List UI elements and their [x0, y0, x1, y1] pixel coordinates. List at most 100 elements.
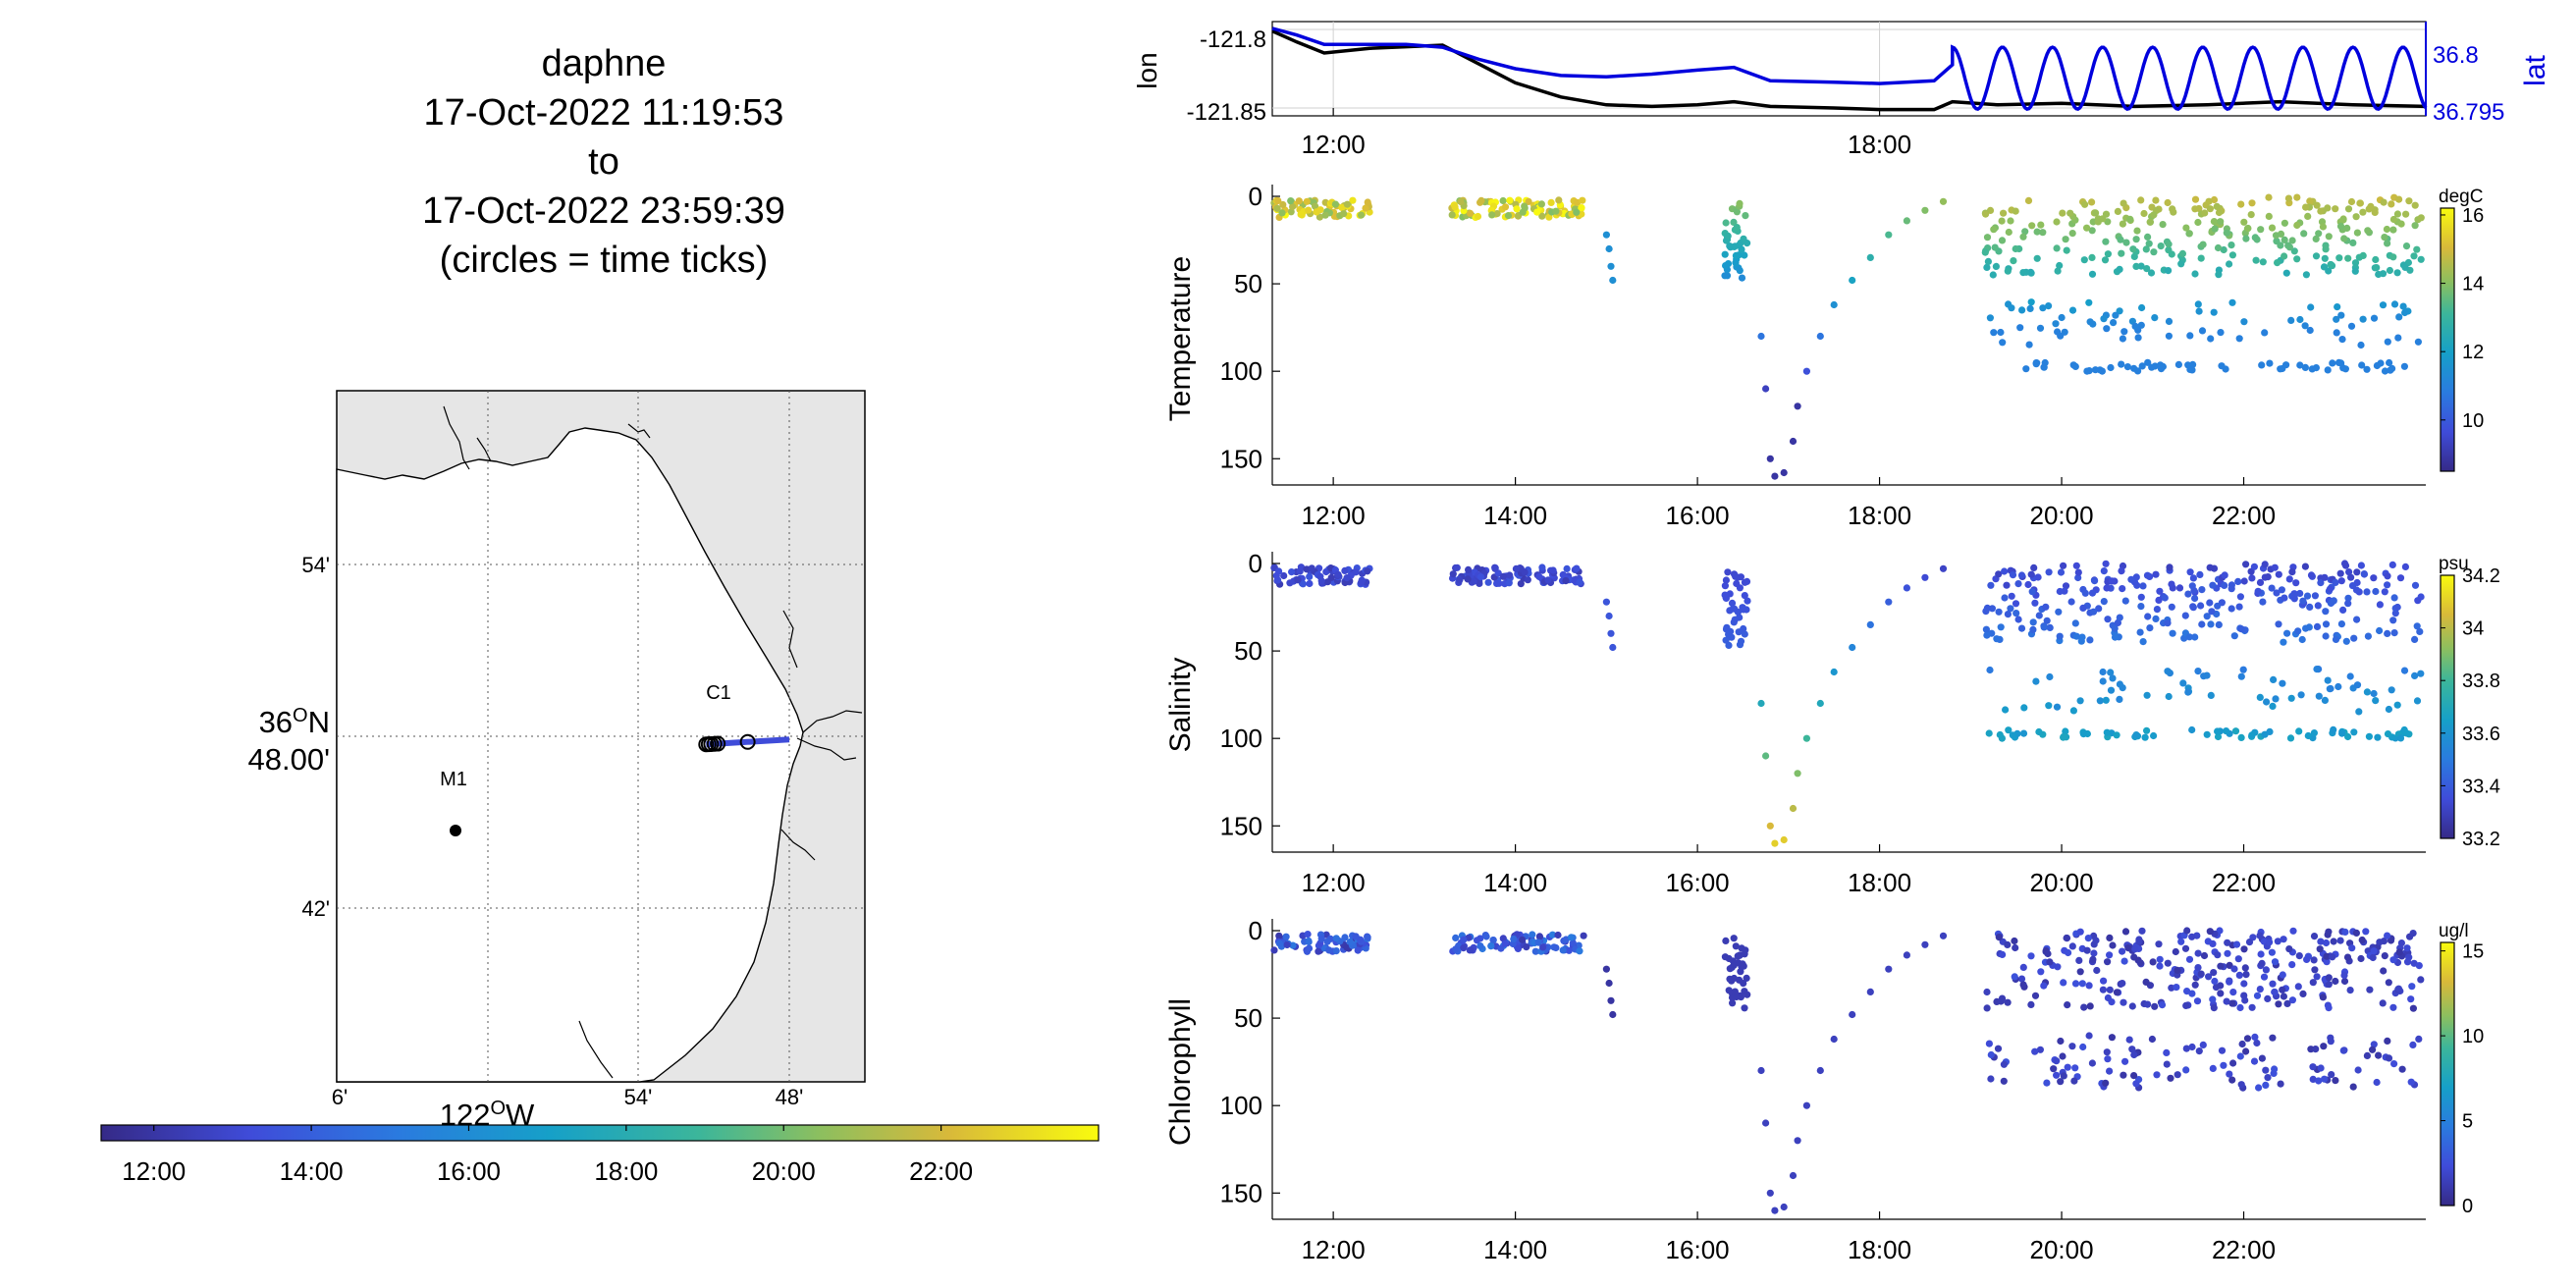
data-point: [2388, 561, 2396, 569]
data-point: [2411, 581, 2420, 589]
data-point: [1766, 455, 1774, 462]
data-point: [1766, 1189, 1774, 1197]
data-point: [2137, 593, 2145, 601]
data-point: [2117, 236, 2124, 243]
data-point: [2346, 672, 2354, 680]
data-point: [2281, 236, 2288, 243]
data-point: [2236, 593, 2244, 601]
data-point: [2012, 600, 2020, 608]
data-point: [1741, 251, 1748, 259]
data-point: [1274, 196, 1282, 205]
data-point: [2326, 585, 2334, 593]
river-south: [578, 1020, 614, 1079]
data-point: [2413, 622, 2421, 630]
data-point: [2271, 989, 2279, 996]
data-point: [2262, 966, 2270, 974]
data-point: [2334, 682, 2342, 691]
data-point: [2214, 732, 2223, 741]
data-point: [2165, 241, 2173, 248]
data-point: [2217, 982, 2225, 990]
data-point: [2332, 635, 2340, 644]
data-point: [2277, 1080, 2284, 1088]
data-point: [2228, 298, 2236, 306]
data-point: [2385, 1054, 2393, 1062]
data-point: [2098, 367, 2106, 375]
data-point: [2037, 968, 2045, 976]
data-point: [2168, 603, 2175, 611]
data-point: [2074, 568, 2082, 576]
data-point: [1605, 244, 1613, 253]
data-point: [2313, 666, 2321, 673]
data-point: [1312, 202, 1319, 210]
data-point: [2386, 266, 2393, 275]
data-point: [2228, 251, 2236, 259]
data-point: [2181, 612, 2189, 619]
data-point: [1524, 576, 1531, 584]
data-point: [1364, 567, 1371, 575]
data-point: [2175, 584, 2184, 592]
data-point: [2012, 943, 2019, 952]
data-point: [2118, 567, 2125, 575]
data-point: [2304, 212, 2312, 220]
data-point: [2248, 199, 2256, 207]
data-point: [2295, 727, 2303, 735]
data-point: [2131, 945, 2139, 953]
data-point: [2417, 670, 2425, 677]
data-point: [1489, 937, 1497, 944]
data-point: [1341, 934, 1349, 941]
data-point: [2181, 944, 2190, 952]
data-point: [2091, 577, 2099, 585]
data-point: [2303, 592, 2312, 600]
data-point: [1737, 637, 1745, 645]
data-point: [2221, 571, 2228, 579]
data-point: [2210, 969, 2218, 977]
data-point: [2009, 731, 2016, 739]
data-point: [1554, 931, 1562, 939]
data-point: [2138, 303, 2146, 312]
data-point: [2014, 616, 2022, 623]
data-point: [2264, 573, 2272, 581]
data-point: [2046, 623, 2054, 632]
data-point: [2102, 238, 2110, 245]
data-point: [2357, 954, 2365, 963]
data-point: [1726, 965, 1734, 973]
data-point: [2365, 732, 2373, 740]
data-point: [2177, 938, 2185, 945]
data-point: [2325, 981, 2333, 989]
data-point: [1985, 729, 1993, 737]
data-point: [2165, 332, 2173, 340]
data-point: [2330, 725, 2337, 734]
data-point: [2092, 209, 2100, 217]
data-point: [2151, 1002, 2159, 1010]
title-to: to: [588, 141, 619, 183]
data-point: [2089, 218, 2097, 226]
data-point: [2319, 993, 2327, 1001]
data-point: [1921, 573, 1929, 581]
data-point: [2242, 561, 2250, 568]
data-point: [2191, 270, 2199, 278]
data-point: [2353, 229, 2361, 237]
data-point: [2360, 570, 2368, 578]
data-point: [2139, 638, 2147, 646]
data-point: [2199, 1041, 2207, 1048]
data-point: [1903, 217, 1910, 225]
data-point: [2195, 307, 2203, 315]
data-point: [1741, 950, 1748, 958]
data-point: [2293, 255, 2301, 263]
time-colorbar: 12:00 14:00 16:00 18:00 20:00 22:00: [100, 1124, 1100, 1186]
xticklabel: 22:00: [2212, 1235, 2276, 1264]
data-point: [2184, 590, 2192, 598]
data-point: [2130, 1050, 2138, 1059]
data-point: [1607, 996, 1615, 1004]
data-point: [2064, 1001, 2071, 1009]
data-point: [2282, 361, 2290, 369]
data-point: [2332, 578, 2339, 587]
data-point: [2223, 229, 2230, 237]
data-point: [1487, 942, 1495, 950]
data-point: [2099, 677, 2107, 685]
data-point: [2199, 241, 2207, 248]
data-point: [2174, 966, 2181, 975]
data-point: [2184, 688, 2192, 696]
data-point: [2132, 236, 2140, 243]
data-point: [2027, 298, 2035, 306]
